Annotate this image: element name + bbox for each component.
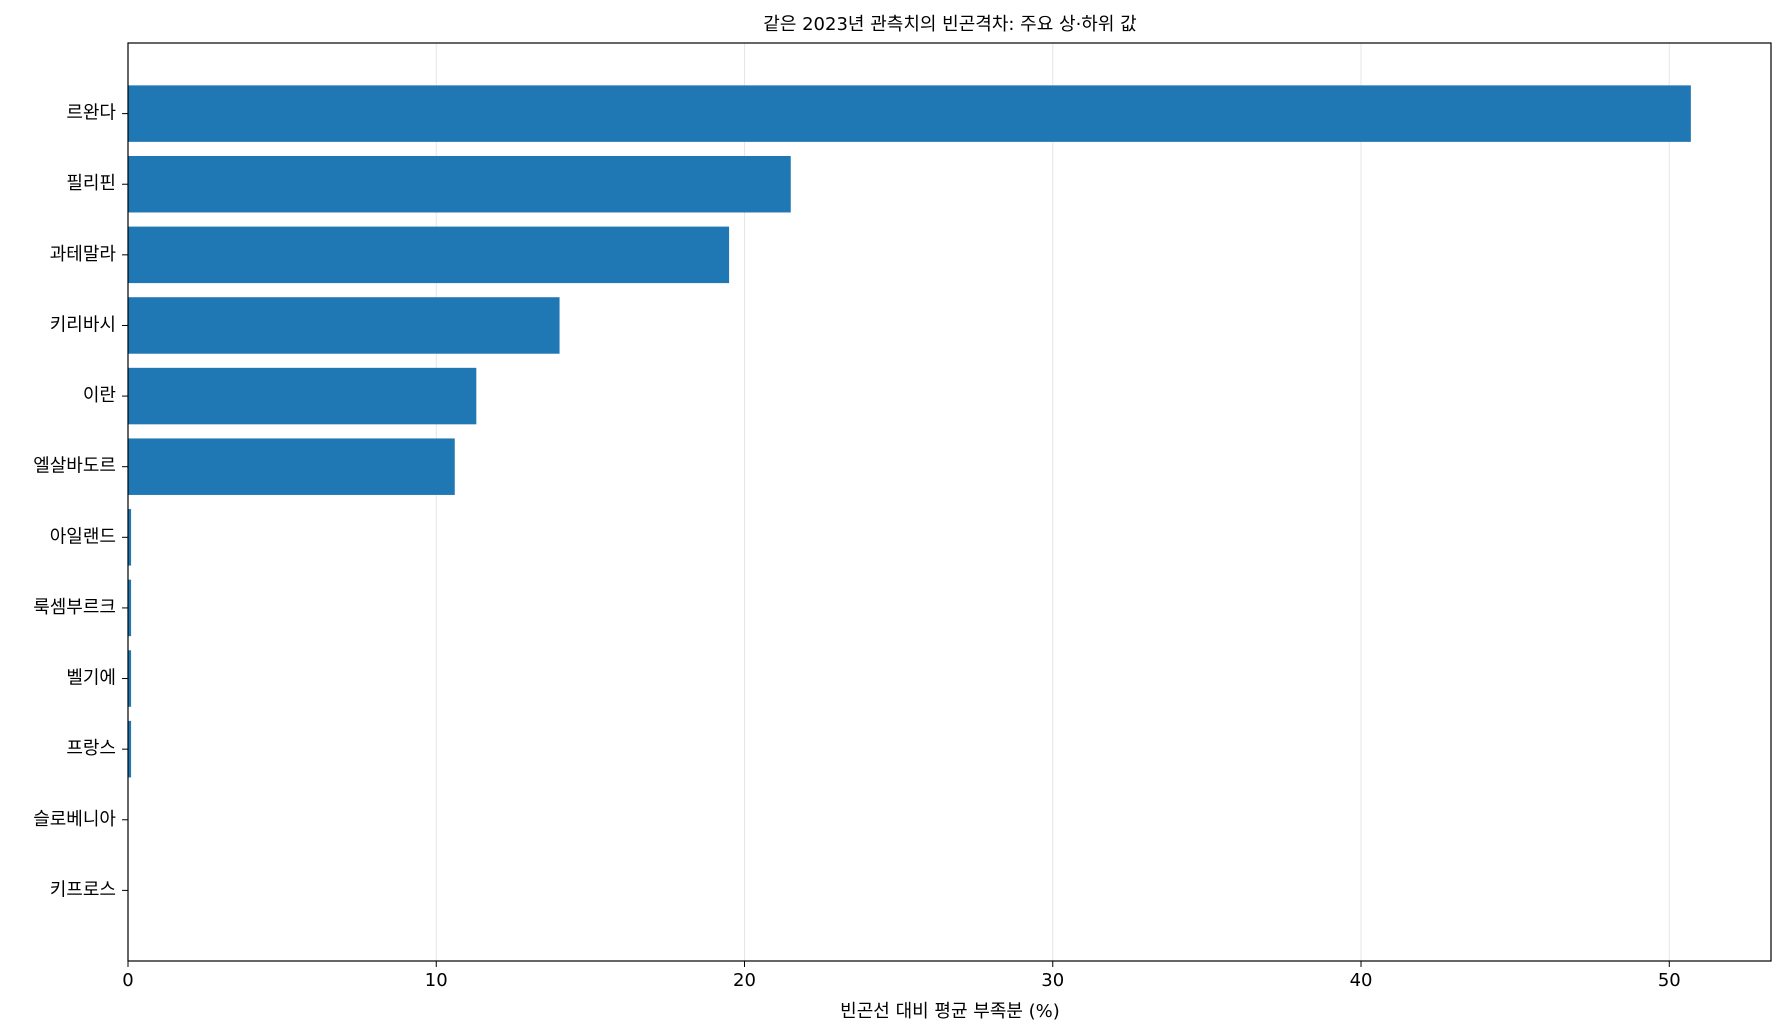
bar	[128, 85, 1691, 142]
y-tick-label: 르완다	[66, 103, 116, 124]
bar	[128, 155, 791, 213]
x-tick-label: 0	[122, 970, 133, 991]
bar	[128, 720, 132, 778]
y-tick-label: 아일랜드	[50, 526, 116, 547]
y-tick-label: 슬로베니아	[33, 809, 116, 830]
x-tick-label: 40	[1350, 970, 1373, 991]
bar	[128, 509, 132, 566]
y-tick-label: 엘살바도르	[33, 456, 116, 477]
bar	[128, 579, 132, 637]
y-tick-label: 벨기에	[66, 668, 116, 689]
x-tick-label: 10	[425, 970, 448, 991]
x-axis-label: 빈곤선 대비 평균 부족분 (%)	[840, 1001, 1060, 1022]
x-tick-label: 20	[733, 970, 756, 991]
y-tick-label: 이란	[83, 385, 116, 406]
y-tick-label: 필리핀	[66, 173, 116, 194]
bar	[128, 650, 132, 707]
y-tick-label: 키프로스	[50, 879, 116, 900]
x-tick-label: 30	[1041, 970, 1064, 991]
chart-title: 같은 2023년 관측치의 빈곤격차: 주요 상·하위 값	[763, 14, 1136, 35]
y-tick-label: 키리바시	[50, 314, 116, 335]
bar	[128, 367, 477, 425]
plot-frame	[127, 42, 1772, 962]
bar	[128, 297, 560, 354]
y-tick-label: 프랑스	[66, 738, 116, 759]
bar	[128, 438, 455, 495]
y-tick-label: 룩셈부르크	[33, 597, 116, 618]
y-tick-label: 과테말라	[50, 244, 117, 265]
x-tick-label: 50	[1658, 970, 1681, 991]
bar	[128, 226, 730, 284]
